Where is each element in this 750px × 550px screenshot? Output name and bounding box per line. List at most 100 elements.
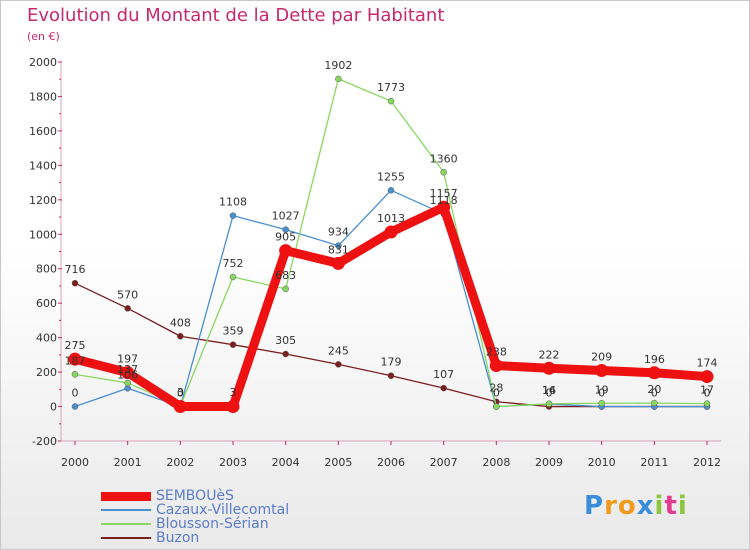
data-point: [229, 212, 237, 219]
y-tick-label: 600: [36, 297, 57, 310]
logo-letter: t: [664, 491, 678, 521]
legend-label: Buzon: [156, 530, 200, 546]
data-label: 0: [651, 387, 658, 400]
data-label: 831: [328, 243, 349, 256]
legend-swatch: [101, 523, 151, 525]
data-label: 0: [177, 387, 184, 400]
data-label: 187: [65, 354, 86, 367]
data-label: 1027: [272, 210, 300, 223]
data-label: 905: [275, 231, 296, 244]
data-point: [335, 361, 342, 368]
data-point: [647, 366, 661, 380]
x-tick-label: 2006: [377, 456, 405, 469]
x-tick-label: 2005: [324, 456, 352, 469]
data-point: [331, 256, 345, 270]
y-tick-label: -200: [32, 435, 57, 448]
y-tick-label: 1400: [29, 159, 57, 172]
data-point: [226, 400, 240, 414]
data-label: 934: [328, 226, 349, 239]
data-point: [279, 244, 293, 258]
logo-letter: i: [677, 491, 688, 521]
data-label: 1773: [377, 81, 405, 94]
chart-legend: SEMBOUèS Cazaux-Villecomtal Blousson-Séria…: [101, 489, 289, 545]
data-label: 106: [117, 368, 138, 381]
chart-title: Evolution du Montant de la Dette par Hab…: [27, 5, 445, 26]
y-tick-label: 400: [36, 332, 57, 345]
data-label: 1255: [377, 170, 405, 183]
data-label: 752: [223, 257, 244, 270]
x-tick-label: 2003: [219, 456, 247, 469]
logo-letter: P: [584, 491, 605, 521]
data-label: 28: [489, 382, 503, 395]
legend-item: Buzon: [101, 531, 289, 545]
data-point: [542, 361, 556, 375]
data-label: 238: [486, 346, 507, 359]
data-label: 222: [539, 348, 560, 361]
data-point: [595, 364, 609, 378]
data-point: [387, 97, 395, 105]
y-tick-label: 1200: [29, 194, 57, 207]
legend-label: Blousson-Sérian: [156, 516, 269, 532]
data-point: [489, 359, 503, 373]
data-point: [703, 400, 711, 407]
data-point: [229, 273, 237, 281]
data-point: [384, 225, 398, 239]
data-label: 1360: [430, 152, 458, 165]
data-point: [545, 400, 553, 408]
y-tick-label: 1000: [29, 228, 57, 241]
data-label: 1013: [377, 212, 405, 225]
data-label: 197: [117, 353, 138, 366]
data-point: [282, 226, 289, 233]
data-point: [229, 341, 237, 348]
x-tick-label: 2012: [693, 456, 721, 469]
data-label: 3: [230, 386, 237, 399]
data-point: [173, 400, 187, 414]
logo-letter: x: [636, 491, 655, 521]
data-label: 0: [546, 387, 553, 400]
legend-item: SEMBOUèS: [101, 489, 289, 503]
y-tick-label: 200: [36, 366, 57, 379]
data-label: 179: [381, 356, 402, 369]
data-label: 3: [177, 386, 184, 399]
x-tick-label: 2002: [166, 456, 194, 469]
data-label: 17: [700, 384, 714, 397]
data-label: 209: [591, 351, 612, 364]
data-label: 570: [117, 288, 138, 301]
x-tick-label: 2008: [482, 456, 510, 469]
data-label: 359: [223, 325, 244, 338]
data-point: [68, 352, 82, 366]
x-tick-label: 2010: [588, 456, 616, 469]
y-tick-label: 1800: [29, 90, 57, 103]
data-label: 245: [328, 344, 349, 357]
x-tick-label: 2004: [272, 456, 300, 469]
legend-swatch: [101, 509, 151, 511]
data-point: [387, 187, 395, 194]
data-label: 1118: [430, 194, 458, 207]
logo-letter: r: [604, 491, 618, 521]
legend-item: Blousson-Sérian: [101, 517, 289, 531]
logo-letter: i: [654, 491, 665, 521]
x-tick-label: 2009: [535, 456, 563, 469]
legend-label: SEMBOUèS: [156, 488, 234, 504]
data-label: 196: [644, 353, 665, 366]
data-point: [121, 366, 135, 380]
legend-item: Cazaux-Villecomtal: [101, 503, 289, 517]
data-point: [71, 371, 79, 378]
x-tick-label: 2001: [114, 456, 142, 469]
data-label: 683: [275, 269, 296, 282]
data-label: 1902: [324, 59, 352, 72]
legend-swatch: [101, 491, 151, 501]
x-tick-label: 2000: [61, 456, 89, 469]
y-tick-label: 2000: [29, 56, 57, 69]
data-point: [71, 403, 79, 410]
data-label: 1108: [219, 196, 247, 209]
data-label: 408: [170, 316, 191, 329]
data-label: 20: [647, 383, 661, 396]
data-point: [440, 384, 447, 392]
data-point: [177, 333, 184, 340]
y-tick-label: 800: [36, 263, 57, 276]
data-label: 19: [595, 383, 609, 396]
data-label: 0: [72, 387, 79, 400]
data-point: [282, 285, 289, 293]
